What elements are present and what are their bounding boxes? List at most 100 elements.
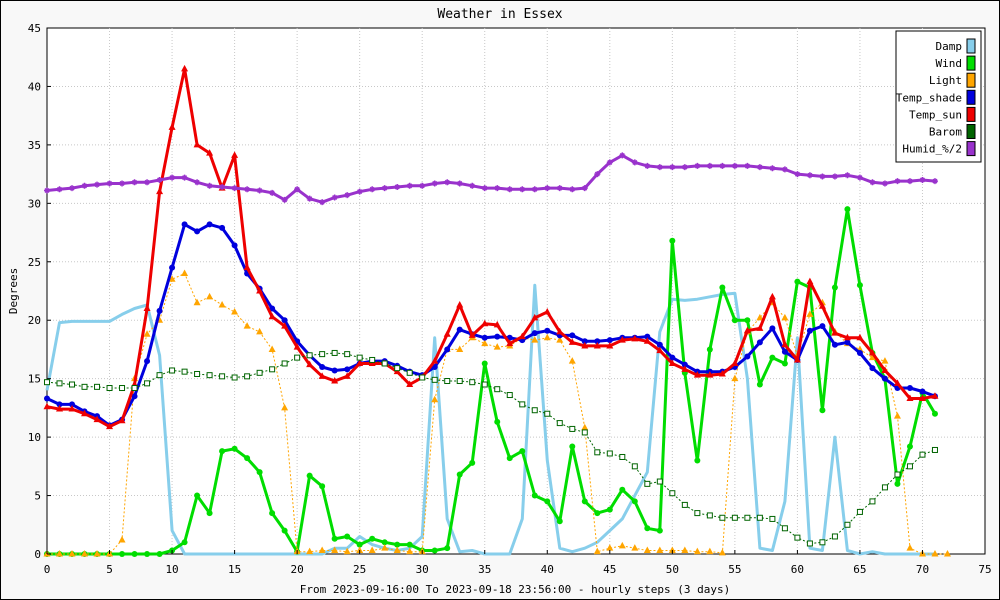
data-point (894, 480, 901, 487)
series-line (46, 67, 936, 429)
data-point (656, 546, 664, 553)
data-point (618, 541, 626, 549)
data-point (843, 333, 851, 341)
data-point (643, 546, 651, 553)
data-point (281, 403, 289, 411)
x-tick-label: 65 (853, 563, 866, 576)
y-tick-label: 15 (28, 373, 41, 386)
data-point (544, 410, 551, 417)
data-point (206, 149, 214, 156)
data-point (831, 173, 838, 180)
data-point (356, 359, 364, 366)
data-point (94, 383, 101, 390)
data-point (281, 322, 289, 329)
data-point (681, 361, 688, 368)
data-point (569, 186, 576, 193)
data-point (469, 459, 476, 466)
data-point (131, 385, 138, 392)
x-tick-label: 70 (916, 563, 929, 576)
series-damp (45, 283, 935, 556)
data-point (681, 546, 689, 553)
data-point (806, 540, 813, 547)
data-point (156, 551, 163, 557)
data-point (518, 332, 526, 340)
x-tick-label: 35 (478, 563, 491, 576)
data-point (81, 182, 88, 189)
series-humid-2 (44, 152, 938, 206)
y-tick-label: 20 (28, 314, 41, 327)
data-point (343, 372, 351, 379)
data-point (806, 172, 813, 179)
data-point (731, 374, 739, 382)
data-point (831, 341, 838, 348)
data-point (344, 533, 351, 540)
data-point (656, 527, 663, 534)
data-point (543, 333, 551, 341)
data-point (556, 336, 564, 343)
data-point (731, 359, 739, 366)
data-point (456, 326, 463, 333)
data-point (431, 180, 438, 187)
data-point (194, 370, 201, 377)
data-point (169, 367, 176, 374)
data-point (281, 360, 288, 367)
data-point (131, 551, 138, 557)
data-point (331, 546, 339, 553)
data-point (756, 514, 763, 521)
data-point (231, 374, 238, 381)
data-point (243, 322, 251, 329)
data-point (544, 498, 551, 505)
data-point (431, 547, 438, 554)
data-point (819, 173, 826, 180)
data-point (369, 535, 376, 542)
data-point (493, 343, 501, 350)
data-point (181, 539, 188, 546)
data-point (306, 352, 313, 359)
data-point (719, 162, 726, 169)
legend-label: Light (929, 74, 962, 87)
data-point (568, 338, 576, 345)
data-point (468, 331, 476, 338)
data-point (844, 339, 851, 346)
data-point (256, 469, 263, 476)
data-point (631, 159, 638, 166)
legend-swatch (966, 55, 976, 71)
y-tick-label: 0 (34, 548, 41, 561)
data-point (94, 181, 101, 188)
data-point (281, 196, 288, 203)
data-point (494, 418, 501, 425)
data-point (293, 343, 301, 350)
data-point (481, 360, 488, 367)
legend: Damp Wind Light Temp_shade Temp_sun Barom Humi… (895, 30, 982, 163)
data-point (769, 165, 776, 172)
data-point (819, 323, 826, 330)
data-point (543, 308, 551, 315)
data-point (193, 298, 201, 306)
data-point (494, 386, 501, 393)
data-point (943, 550, 951, 557)
data-point (318, 546, 326, 553)
data-point (69, 185, 76, 192)
data-point (93, 415, 101, 423)
x-tick-label: 50 (666, 563, 679, 576)
data-point (256, 287, 264, 294)
data-point (406, 182, 413, 189)
data-point (43, 402, 51, 410)
data-point (419, 374, 426, 381)
data-point (381, 544, 389, 551)
data-point (306, 472, 313, 479)
data-point (806, 310, 814, 317)
data-point (56, 550, 64, 557)
data-point (731, 162, 738, 169)
data-point (106, 180, 113, 187)
data-point (869, 365, 876, 372)
data-point (619, 486, 626, 493)
data-point (893, 412, 901, 419)
data-point (443, 330, 451, 337)
data-point (906, 385, 913, 392)
chart-title: Weather in Essex (437, 7, 562, 22)
data-point (244, 373, 251, 380)
data-point (269, 305, 276, 312)
data-point (56, 405, 64, 412)
data-point (231, 308, 239, 315)
